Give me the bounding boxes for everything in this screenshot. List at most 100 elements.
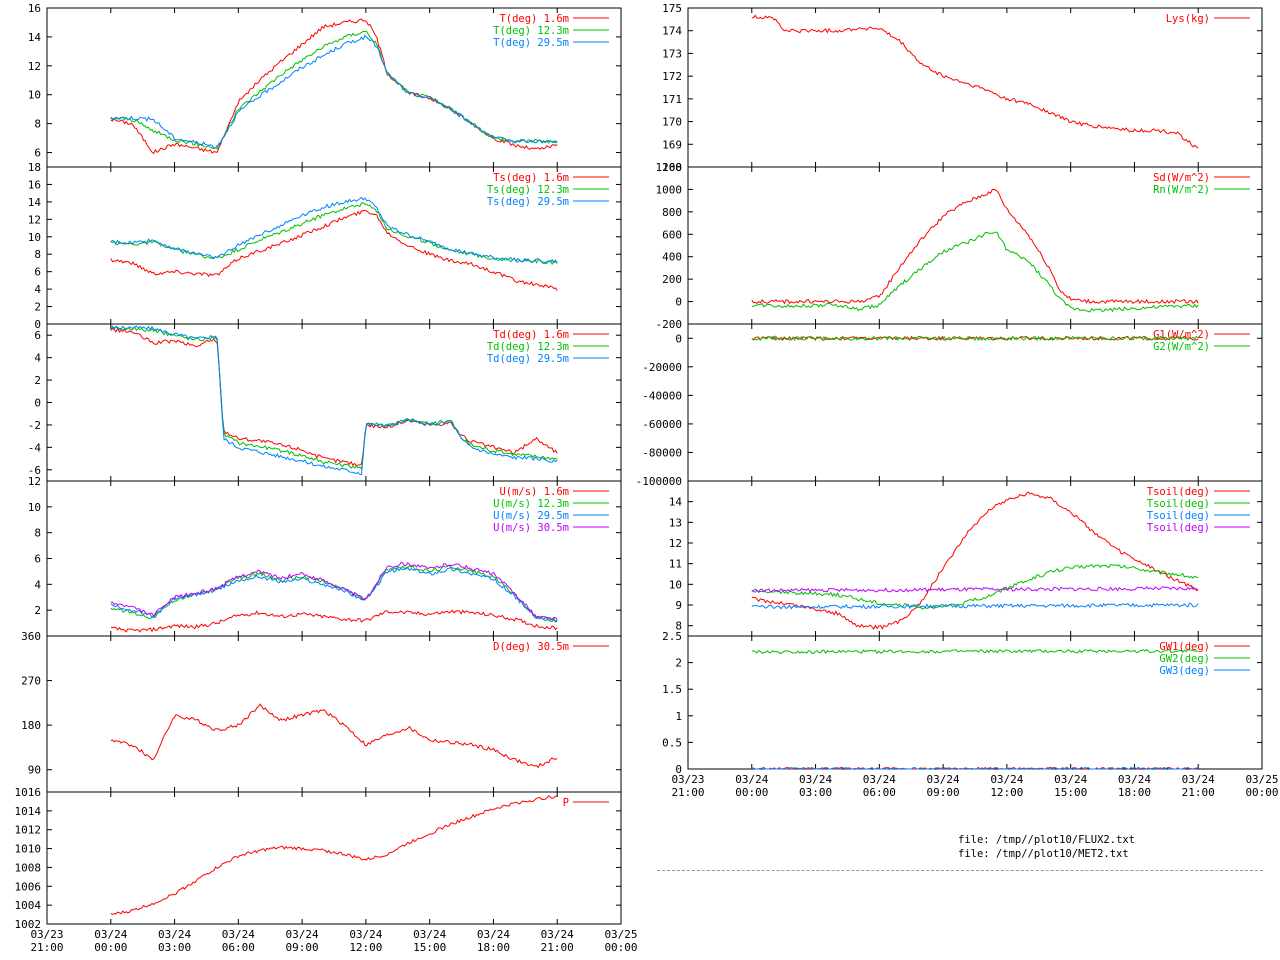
legend-label-T-0: T(deg) 1.6m — [499, 13, 569, 25]
y-tick-label: 2.5 — [662, 630, 682, 643]
y-tick-label: 2 — [34, 604, 41, 617]
legend-label-T-2: T(deg) 29.5m — [493, 37, 569, 49]
x-tick-time: 03:00 — [158, 941, 191, 954]
y-tick-label: 0 — [675, 296, 682, 309]
y-tick-label: 6 — [34, 553, 41, 566]
panel-frame-P — [46, 791, 622, 925]
legend-label-GW-0: GW1(deg) — [1159, 641, 1210, 653]
x-tick-time: 21:00 — [671, 786, 704, 799]
panel-U: 2 4 6 8 10 12 U(m/s) 1.6mU(m/s) 12.3mU(m/s) 29… — [28, 475, 622, 637]
y-tick-label: 270 — [21, 675, 41, 688]
y-tick-label: 2 — [34, 374, 41, 387]
file-list: file: /tmp//plot10/FLUX2.txt file: /tmp/… — [958, 833, 1135, 861]
series-line-GW-1 — [751, 648, 1199, 655]
y-tick-label: 200 — [662, 273, 682, 286]
y-tick-label: 1002 — [15, 918, 42, 931]
series-line-Tsoil-3 — [751, 586, 1199, 594]
panel-D: 90 180 270 360 D(deg) 30.5m — [21, 630, 622, 793]
y-tick-label: 171 — [662, 93, 682, 106]
legend-label-Lys-0: Lys(kg) — [1166, 13, 1210, 25]
y-tick-label: 6 — [34, 147, 41, 160]
x-tick-date: 03/24 — [1118, 773, 1151, 786]
y-tick-label: 400 — [662, 251, 682, 264]
legend-label-Td-1: Td(deg) 12.3m — [487, 341, 569, 353]
x-tick-time: 12:00 — [990, 786, 1023, 799]
legend-label-GW-1: GW2(deg) — [1159, 653, 1210, 665]
series-line-U-0 — [110, 609, 558, 633]
panel-Rad: -200 0 200 400 600 800 1000 1200 Sd(W/m^2)Rn(W/m… — [656, 161, 1263, 331]
y-tick-label: 6 — [34, 266, 41, 279]
x-tick-date: 03/24 — [94, 928, 127, 941]
y-tick-label: 173 — [662, 47, 682, 60]
panel-Tsoil: 891011121314Tsoil(deg)Tsoil(deg)Tsoil(de… — [669, 480, 1263, 637]
x-tick-time: 06:00 — [863, 786, 896, 799]
legend-label-Ts-2: Ts(deg) 29.5m — [487, 196, 569, 208]
y-tick-label: 174 — [662, 25, 682, 38]
y-tick-label: 4 — [34, 283, 41, 296]
x-tick-time: 15:00 — [1054, 786, 1087, 799]
y-tick-label: -60000 — [642, 418, 682, 431]
series-line-G-0 — [751, 335, 1199, 342]
x-tick-date: 03/24 — [863, 773, 896, 786]
y-tick-label: 8 — [34, 248, 41, 261]
x-tick-date: 03/24 — [1054, 773, 1087, 786]
x-tick-time: 09:00 — [286, 941, 319, 954]
y-tick-label: 1 — [675, 710, 682, 723]
legend-label-G-1: G2(W/m^2) — [1153, 341, 1210, 353]
y-tick-label: 16 — [28, 2, 41, 15]
y-tick-label: 10 — [28, 501, 41, 514]
y-tick-label: 14 — [28, 196, 42, 209]
y-tick-label: 12 — [669, 537, 682, 550]
y-tick-label: 168 — [662, 161, 682, 174]
y-tick-label: 10 — [669, 578, 682, 591]
legend-label-D-0: D(deg) 30.5m — [493, 641, 569, 653]
series-line-U-3 — [110, 561, 558, 621]
y-tick-label: -20000 — [642, 361, 682, 374]
x-tick-date: 03/24 — [799, 773, 832, 786]
x-tick-date: 03/23 — [30, 928, 63, 941]
series-line-Ts-2 — [110, 196, 558, 264]
x-tick-time: 21:00 — [1182, 786, 1215, 799]
y-tick-label: 1010 — [15, 843, 42, 856]
series-line-Td-0 — [110, 327, 558, 467]
legend-label-P-0: P — [563, 797, 569, 809]
y-tick-label: 1012 — [15, 824, 42, 837]
y-tick-label: 10 — [28, 231, 41, 244]
series-line-Tsoil-0 — [751, 491, 1199, 630]
series-line-G-1 — [751, 335, 1199, 342]
legend-label-Tsoil-3: Tsoil(deg) — [1147, 522, 1210, 534]
x-tick-time: 15:00 — [413, 941, 446, 954]
y-tick-label: 172 — [662, 70, 682, 83]
legend-label-Tsoil-2: Tsoil(deg) — [1147, 510, 1210, 522]
y-tick-label: 2 — [675, 657, 682, 670]
y-tick-label: 800 — [662, 206, 682, 219]
legend-label-U-0: U(m/s) 1.6m — [499, 486, 569, 498]
x-tick-date: 03/24 — [222, 928, 255, 941]
panel-frame-Lys — [687, 7, 1263, 168]
y-tick-label: 360 — [21, 630, 41, 643]
series-line-Tsoil-1 — [751, 564, 1199, 610]
y-tick-label: 1016 — [15, 786, 42, 799]
panel-Lys: 168 169 170 171 172 173 174 175 Lys(kg) — [662, 2, 1263, 174]
legend-label-U-1: U(m/s) 12.3m — [493, 498, 569, 510]
x-tick-date: 03/24 — [477, 928, 510, 941]
file-line-met: file: /tmp//plot10/MET2.txt — [958, 848, 1129, 860]
series-line-GW-2 — [751, 766, 1199, 770]
x-tick-date: 03/24 — [990, 773, 1023, 786]
x-tick-date: 03/25 — [604, 928, 637, 941]
legend-label-GW-2: GW3(deg) — [1159, 665, 1210, 677]
x-tick-date: 03/24 — [413, 928, 446, 941]
series-line-P-0 — [110, 794, 558, 915]
y-tick-label: -2 — [28, 419, 41, 432]
y-tick-label: 10 — [28, 89, 41, 102]
y-tick-label: 13 — [669, 516, 682, 529]
series-line-Tsoil-2 — [751, 602, 1199, 610]
panel-GW: 0 0.5 1 1.5 2 2.5 GW1(deg)GW2(deg)GW3(deg) — [662, 630, 1263, 776]
series-line-Rad-1 — [751, 231, 1199, 313]
separator-line — [657, 870, 1263, 871]
x-tick-date: 03/25 — [1245, 773, 1278, 786]
legend-label-Rad-0: Sd(W/m^2) — [1153, 172, 1210, 184]
y-tick-label: -80000 — [642, 446, 682, 459]
series-line-Lys-0 — [751, 14, 1199, 149]
